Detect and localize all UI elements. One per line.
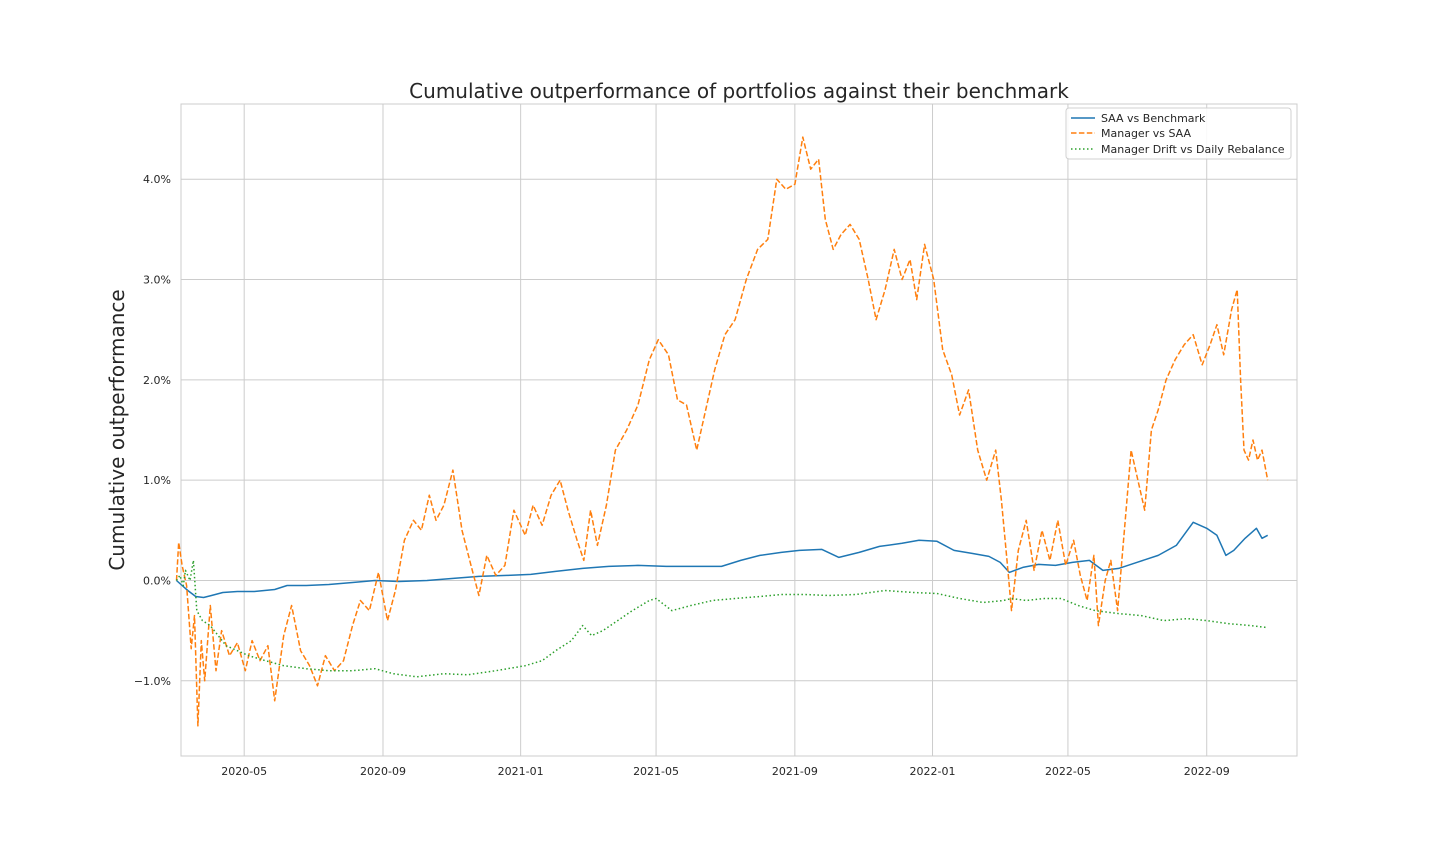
legend: SAA vs Benchmark Manager vs SAA Manager … (1065, 107, 1292, 160)
y-axis-ticks: −1.0% 0.0% 1.0% 2.0% 3.0% 4.0% (134, 173, 171, 688)
x-tick-label: 2021-09 (772, 765, 818, 778)
y-tick-label: 2.0% (143, 374, 171, 387)
y-tick-label: 4.0% (143, 173, 171, 186)
x-tick-label: 2020-05 (221, 765, 267, 778)
y-tick-label: 1.0% (143, 474, 171, 487)
x-tick-label: 2021-01 (498, 765, 544, 778)
legend-label-manager-drift: Manager Drift vs Daily Rebalance (1101, 143, 1285, 156)
y-tick-label: −1.0% (134, 675, 171, 688)
series-line-manager-drift-vs-daily-rebalance (175, 559, 1268, 678)
x-tick-label: 2020-09 (360, 765, 406, 778)
y-axis-label: Cumulative outperformance (105, 289, 129, 570)
grid-lines (181, 104, 1297, 756)
x-tick-label: 2022-05 (1045, 765, 1091, 778)
series-line-saa-vs-benchmark (176, 521, 1269, 599)
y-tick-label: 3.0% (143, 274, 171, 287)
legend-label-saa-vs-benchmark: SAA vs Benchmark (1101, 112, 1206, 125)
x-tick-label: 2022-09 (1184, 765, 1230, 778)
legend-box (1065, 107, 1292, 160)
legend-label-manager-vs-saa: Manager vs SAA (1101, 127, 1191, 140)
y-tick-label: 0.0% (143, 574, 171, 587)
series-line-manager-vs-saa (175, 136, 1269, 727)
plot-frame (180, 103, 1298, 757)
x-tick-label: 2021-05 (633, 765, 679, 778)
chart-title: Cumulative outperformance of portfolios … (409, 79, 1069, 103)
x-tick-label: 2022-01 (910, 765, 956, 778)
series-lines (175, 136, 1269, 727)
x-axis-ticks: 2020-05 2020-09 2021-01 2021-05 2021-09 2022-… (221, 765, 1230, 778)
plot-area (180, 103, 1298, 757)
